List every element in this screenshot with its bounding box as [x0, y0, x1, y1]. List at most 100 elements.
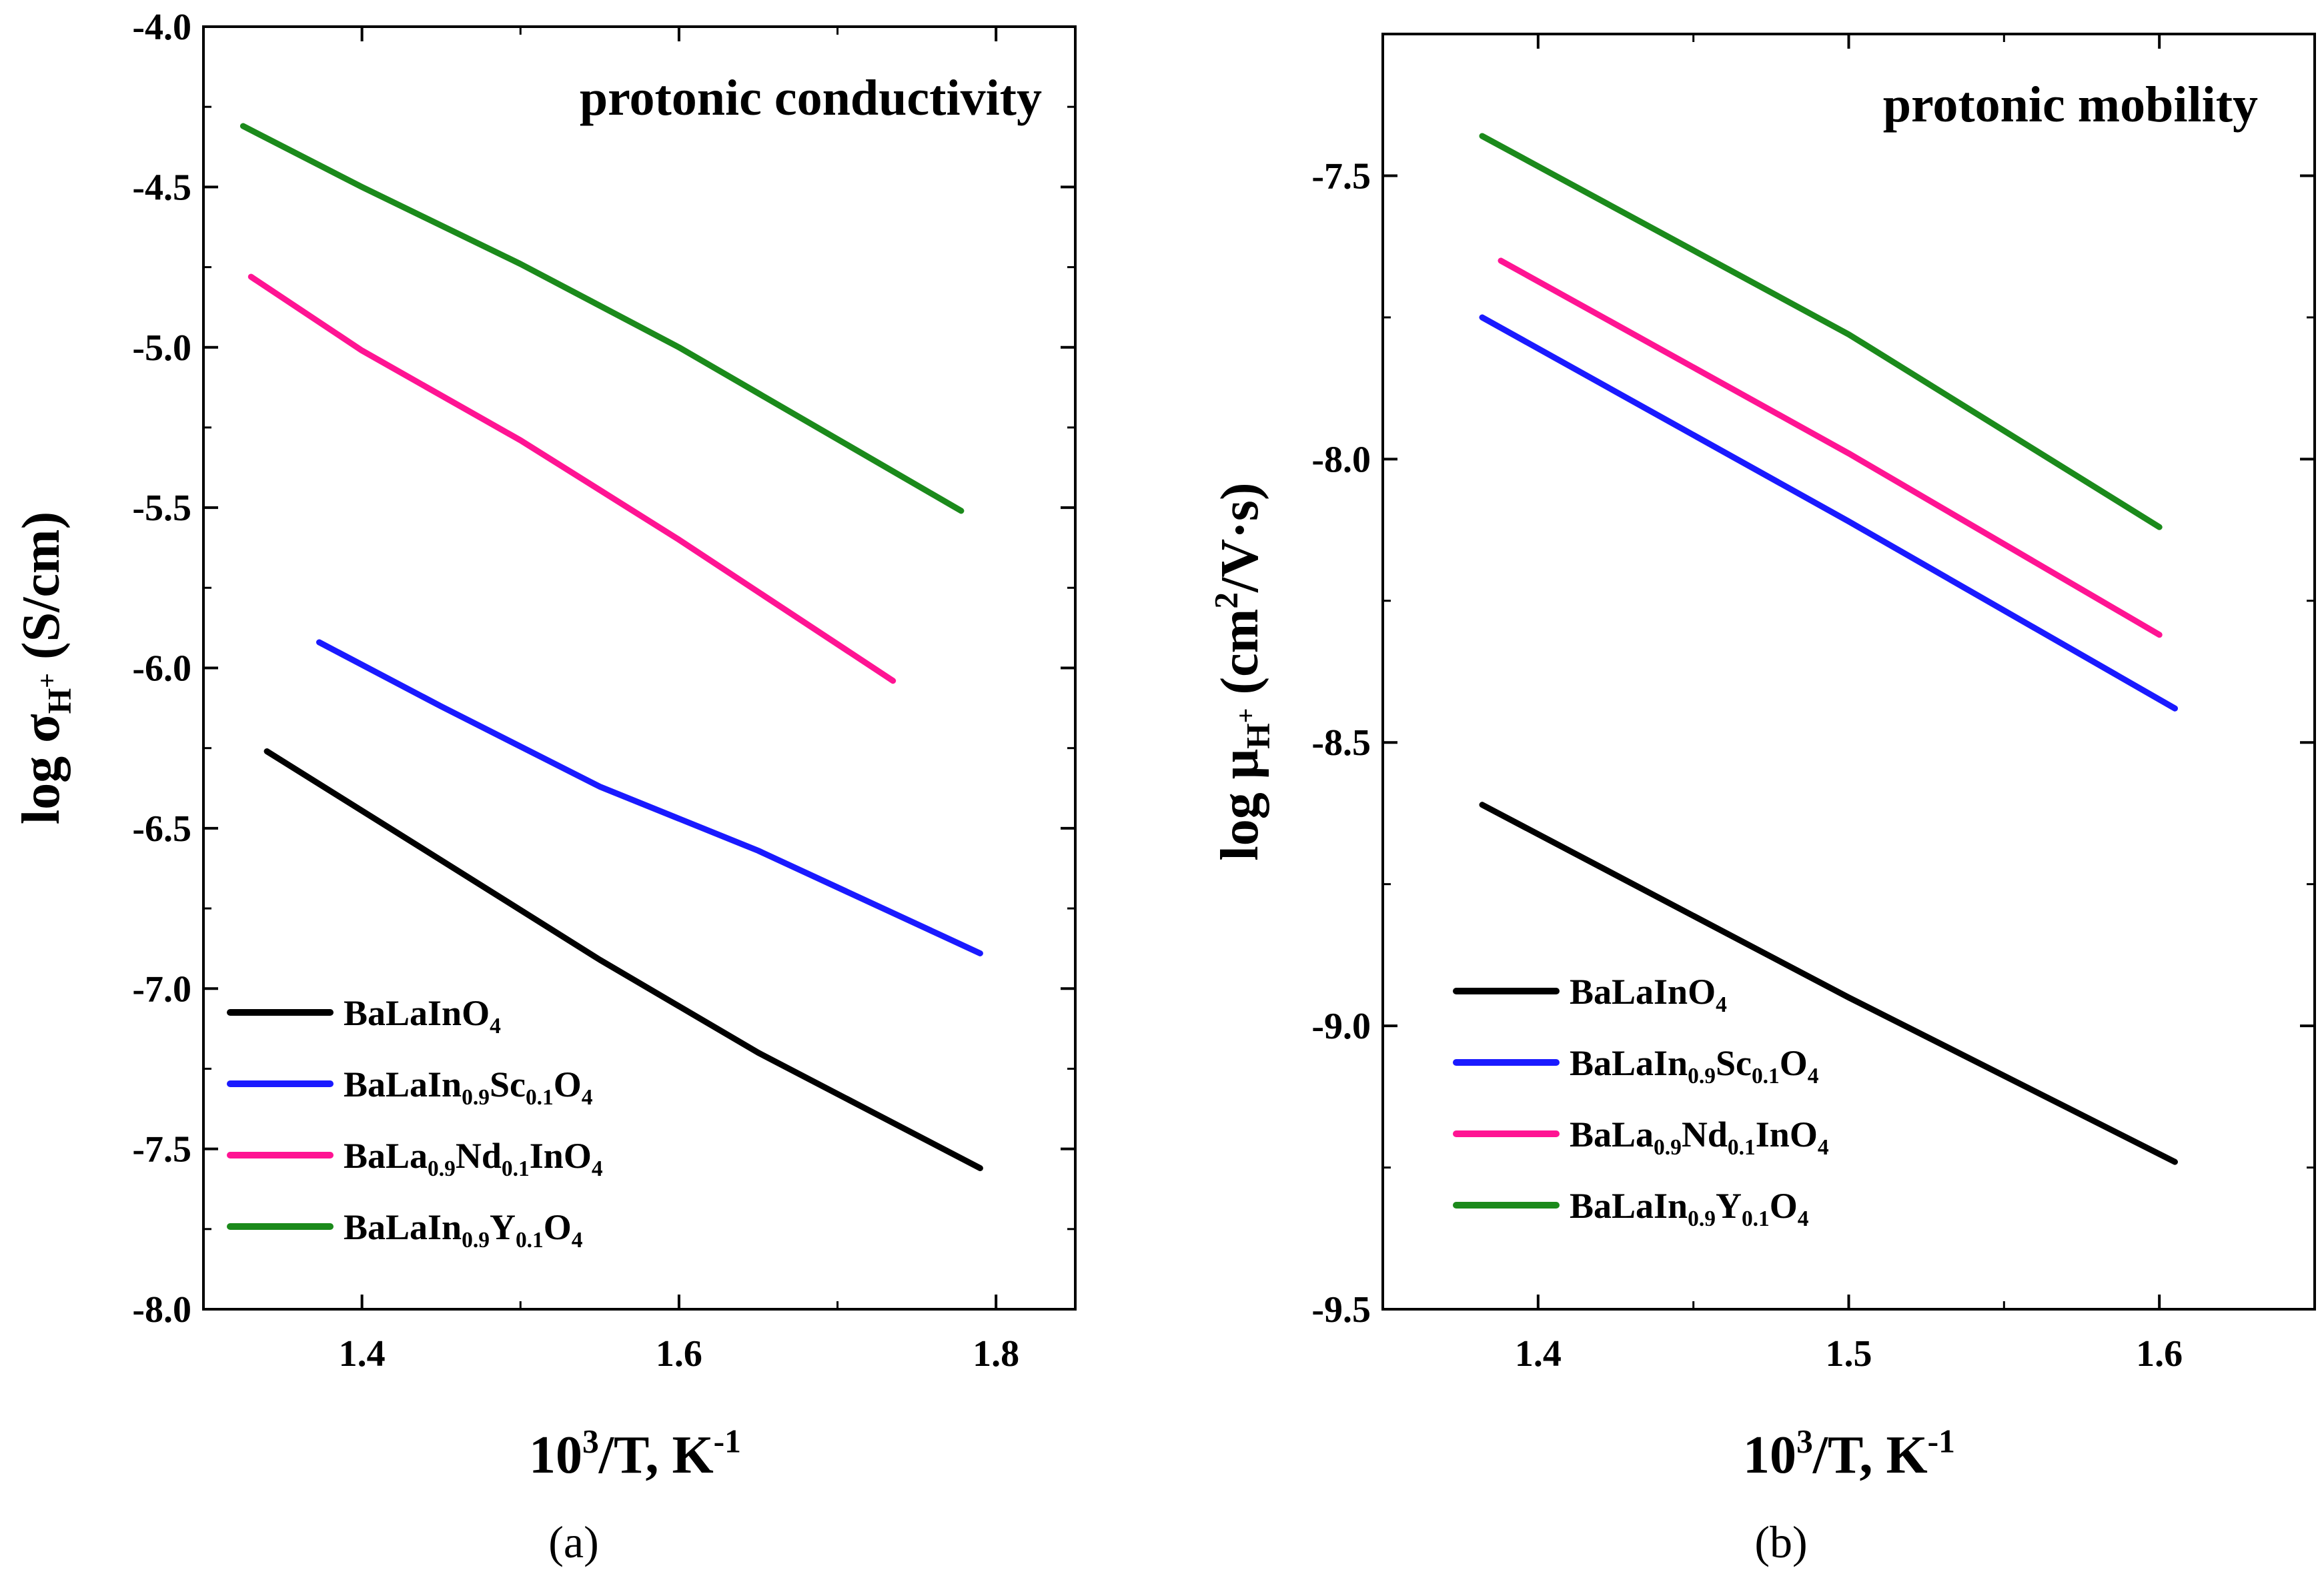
legend-label-part: 4 — [490, 1014, 501, 1038]
legend-label-part: 0.1 — [1728, 1135, 1756, 1160]
x-tick-label: 1.4 — [1515, 1333, 1562, 1375]
y-axis-label-part: + — [1231, 708, 1261, 724]
x-axis-label-part: 10 — [1743, 1426, 1796, 1485]
y-tick-label: -7.0 — [132, 968, 191, 1010]
legend-label-part: 4 — [1808, 1064, 1819, 1088]
series-line-3 — [1479, 133, 2163, 530]
y-tick-label: -7.5 — [1311, 155, 1371, 197]
x-tick-label: 1.6 — [656, 1333, 702, 1375]
legend-label-part: BaLaIn — [1570, 1186, 1688, 1226]
x-axis-label-part: -1 — [714, 1423, 741, 1460]
legend-label: BaLaIn0.9Y0.1O4 — [344, 1207, 583, 1253]
y-axis-label: log σH+ (S/cm) — [12, 512, 78, 824]
legend-label-part: 0.9 — [462, 1228, 490, 1253]
x-tick-label: 1.8 — [973, 1333, 1019, 1375]
legend-label-part: BaLaIn — [344, 1207, 462, 1247]
y-axis-label-part: H — [41, 688, 78, 714]
legend-label: BaLaInO4 — [1570, 972, 1727, 1017]
y-tick-label: -7.5 — [132, 1129, 191, 1170]
panel-a-chart: -8.0 -7.5 -7.0 -6.5 -6.0 -5.5 -5.0 -4.5 -4.0 1.4 1… — [12, 7, 1077, 1567]
legend-label-part: 0.9 — [1688, 1207, 1716, 1231]
legend-label-part: 4 — [572, 1228, 583, 1253]
series-line-1 — [316, 639, 983, 956]
y-axis-label: log μH+ (cm2/V·s) — [1208, 483, 1277, 861]
legend-label-part: 4 — [1818, 1135, 1829, 1160]
y-axis-label-part: log σ — [12, 714, 71, 824]
series-line-1 — [1479, 314, 2178, 712]
legend-label-part: O — [1770, 1186, 1798, 1226]
legend-label: BaLa0.9Nd0.1InO4 — [1570, 1114, 1829, 1160]
plot-frame — [202, 25, 1077, 1311]
legend-label-part: 0.1 — [516, 1228, 544, 1253]
legend-label-part: 4 — [1798, 1207, 1809, 1231]
x-axis-label-part: 3 — [582, 1423, 599, 1460]
legend-label-part: 0.1 — [502, 1156, 530, 1181]
y-tick-label: -5.5 — [132, 488, 191, 529]
legend-label-part: InO — [1756, 1114, 1818, 1154]
x-axis-label-part: /T, K — [598, 1426, 714, 1485]
legend-label: BaLaIn0.9Sc0.1O4 — [1570, 1043, 1819, 1088]
panel-b-chart: -9.5 -9.0 -8.5 -8.0 -7.5 1.4 1.5 1.6 protonic mo… — [1208, 33, 2316, 1567]
x-axis-label-part: /T, K — [1812, 1426, 1928, 1485]
legend-label-part: 0.9 — [428, 1156, 456, 1181]
panel-tag: (a) — [548, 1517, 598, 1567]
legend-label-part: BaLaIn — [1570, 1043, 1688, 1083]
y-tick-label: -8.0 — [1311, 439, 1371, 480]
y-axis-label-part: (cm — [1211, 609, 1269, 708]
y-tick-label: -6.5 — [132, 808, 191, 850]
y-tick-label: -9.0 — [1311, 1006, 1371, 1047]
x-axis-label: 103/T, K-1 — [1743, 1423, 1955, 1485]
y-tick-label: -5.0 — [132, 327, 191, 369]
x-tick-label: 1.6 — [2136, 1333, 2183, 1375]
y-axis-label-part: + — [32, 673, 62, 688]
series-line-0 — [1479, 802, 2178, 1165]
legend-label-part: O — [1780, 1043, 1808, 1083]
x-axis-label-part: 10 — [529, 1426, 582, 1485]
legend-label: BaLaInO4 — [344, 993, 501, 1038]
series-line-3 — [239, 123, 965, 514]
x-tick-label: 1.5 — [1826, 1333, 1872, 1375]
legend-label: BaLaIn0.9Sc0.1O4 — [344, 1064, 593, 1110]
legend-label-part: O — [554, 1064, 582, 1104]
legend-label-part: InO — [530, 1136, 592, 1176]
legend-label-part: Nd — [1682, 1114, 1728, 1154]
legend-label-part: Sc — [490, 1064, 526, 1104]
legend-label: BaLaIn0.9Y0.1O4 — [1570, 1186, 1809, 1231]
y-axis-label-part: /V·s) — [1211, 483, 1269, 593]
x-axis-label-part: 3 — [1796, 1423, 1813, 1460]
legend-label-part: 4 — [582, 1085, 593, 1110]
legend-label-part: BaLaInO — [1570, 972, 1716, 1012]
series-line-0 — [263, 748, 983, 1171]
series-line-2 — [1498, 257, 2163, 638]
legend-label-part: BaLa — [1570, 1114, 1654, 1154]
y-tick-label: -4.0 — [132, 7, 191, 48]
legend-label-part: Sc — [1716, 1043, 1752, 1083]
legend-label-part: 0.1 — [526, 1085, 554, 1110]
y-tick-label: -8.5 — [1311, 722, 1371, 764]
legend-label-part: 4 — [592, 1156, 603, 1181]
panel-title: protonic mobility — [1883, 77, 2258, 133]
legend-label: BaLa0.9Nd0.1InO4 — [344, 1136, 603, 1181]
x-axis-label-part: -1 — [1928, 1423, 1955, 1460]
legend-label-part: Y — [1716, 1186, 1742, 1226]
legend-label-part: BaLaIn — [344, 1064, 462, 1104]
x-tick-label: 1.4 — [339, 1333, 386, 1375]
y-tick-label: -6.0 — [132, 648, 191, 690]
y-axis-label-part: H — [1240, 723, 1277, 749]
y-axis-label-part: log μ — [1211, 749, 1269, 861]
legend-label-part: Y — [490, 1207, 516, 1247]
y-tick-label: -8.0 — [132, 1289, 191, 1331]
legend-label-part: BaLaInO — [344, 993, 490, 1033]
series-line-2 — [247, 273, 897, 684]
legend-label-part: BaLa — [344, 1136, 428, 1176]
legend-label-part: Nd — [456, 1136, 502, 1176]
y-axis-label-part: 2 — [1208, 592, 1245, 609]
x-axis-label: 103/T, K-1 — [529, 1423, 741, 1485]
panel-title: protonic conductivity — [580, 70, 1042, 126]
legend-label-part: 0.1 — [1742, 1207, 1770, 1231]
panel-tag: (b) — [1754, 1517, 1807, 1567]
legend-label-part: 0.9 — [462, 1085, 490, 1110]
y-tick-label: -9.5 — [1311, 1289, 1371, 1331]
y-tick-label: -4.5 — [132, 167, 191, 208]
